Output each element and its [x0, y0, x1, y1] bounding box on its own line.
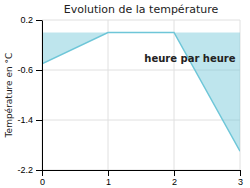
- tick-mark: [240, 170, 241, 176]
- y-axis: 0.2 -0.6 -1.4 -2.2: [17, 15, 42, 175]
- tick-mark: [174, 170, 175, 176]
- tick-label: 0.2: [20, 15, 33, 25]
- annotation: heure par heure: [144, 53, 235, 64]
- marks: [42, 33, 240, 152]
- axis-line: [43, 170, 241, 171]
- tick-label: -1.4: [17, 115, 33, 125]
- tick-mark: [36, 120, 42, 121]
- grid-line: [108, 20, 109, 170]
- tick: -1.4: [17, 115, 42, 125]
- x-axis: 0 1 2 3: [40, 170, 243, 187]
- tick-mark: [42, 170, 43, 176]
- tick-label: 0: [40, 177, 45, 187]
- grid-line: [42, 120, 240, 121]
- y-axis-title: Température en °C: [4, 53, 14, 139]
- grid-line: [42, 20, 240, 21]
- tick: 2: [172, 170, 177, 187]
- grid-line: [174, 20, 175, 170]
- grid-line: [42, 170, 240, 171]
- grid: [42, 20, 240, 170]
- title: Evolution de la température: [64, 3, 219, 16]
- tick-label: -0.6: [17, 65, 33, 75]
- tick-mark: [36, 70, 42, 71]
- plot: 0 1 2 3 0.2 -0.6 -1.4 -2.2 heure par heure: [17, 15, 243, 187]
- tick-label: 2: [172, 177, 177, 187]
- tick: -2.2: [17, 165, 42, 175]
- axis-line: [42, 21, 43, 171]
- grid-line: [42, 20, 43, 170]
- tick-label: -2.2: [17, 165, 33, 175]
- tick: 0.2: [20, 15, 42, 25]
- tick-mark: [108, 170, 109, 176]
- tick-label: 1: [106, 177, 111, 187]
- tick-label: 3: [238, 177, 243, 187]
- tick-mark: [36, 170, 42, 171]
- tick: -0.6: [17, 65, 42, 75]
- tick: 1: [106, 170, 111, 187]
- tick: 0: [40, 170, 45, 187]
- line: [42, 33, 240, 152]
- tick-mark: [36, 20, 42, 21]
- chart: 0 1 2 3 0.2 -0.6 -1.4 -2.2 heure par heure Evolut…: [0, 0, 250, 188]
- area: [42, 33, 240, 152]
- tick: 3: [238, 170, 243, 187]
